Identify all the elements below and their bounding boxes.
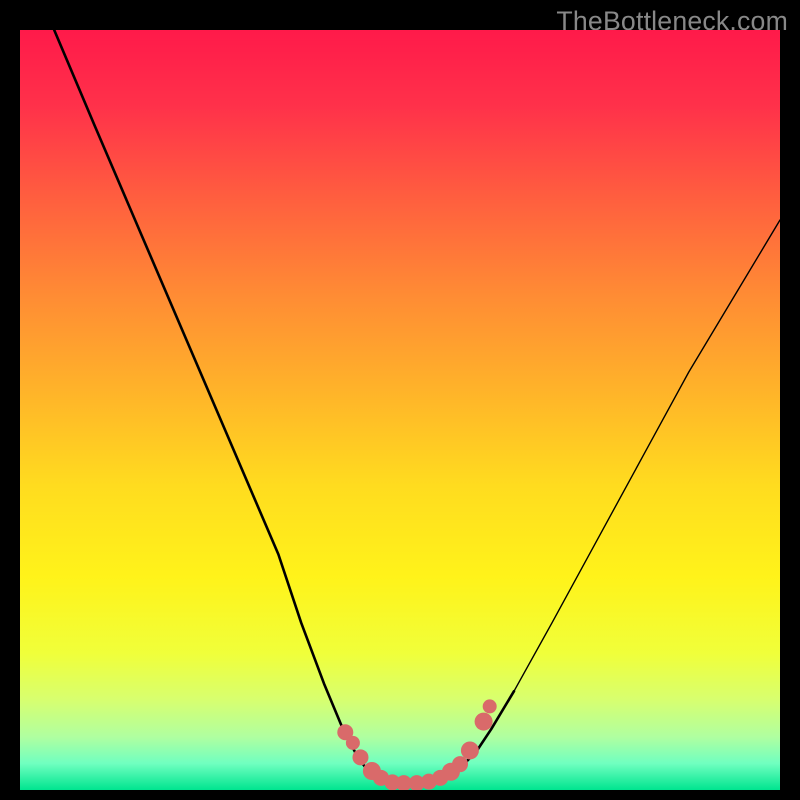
marker-point (475, 713, 493, 731)
chart-canvas: TheBottleneck.com (0, 0, 800, 800)
plot-area (20, 30, 780, 790)
plot-svg (20, 30, 780, 790)
marker-point (483, 699, 497, 713)
marker-point (352, 749, 368, 765)
marker-point (461, 741, 479, 759)
marker-point (452, 756, 468, 772)
marker-point (346, 736, 360, 750)
gradient-background (20, 30, 780, 790)
